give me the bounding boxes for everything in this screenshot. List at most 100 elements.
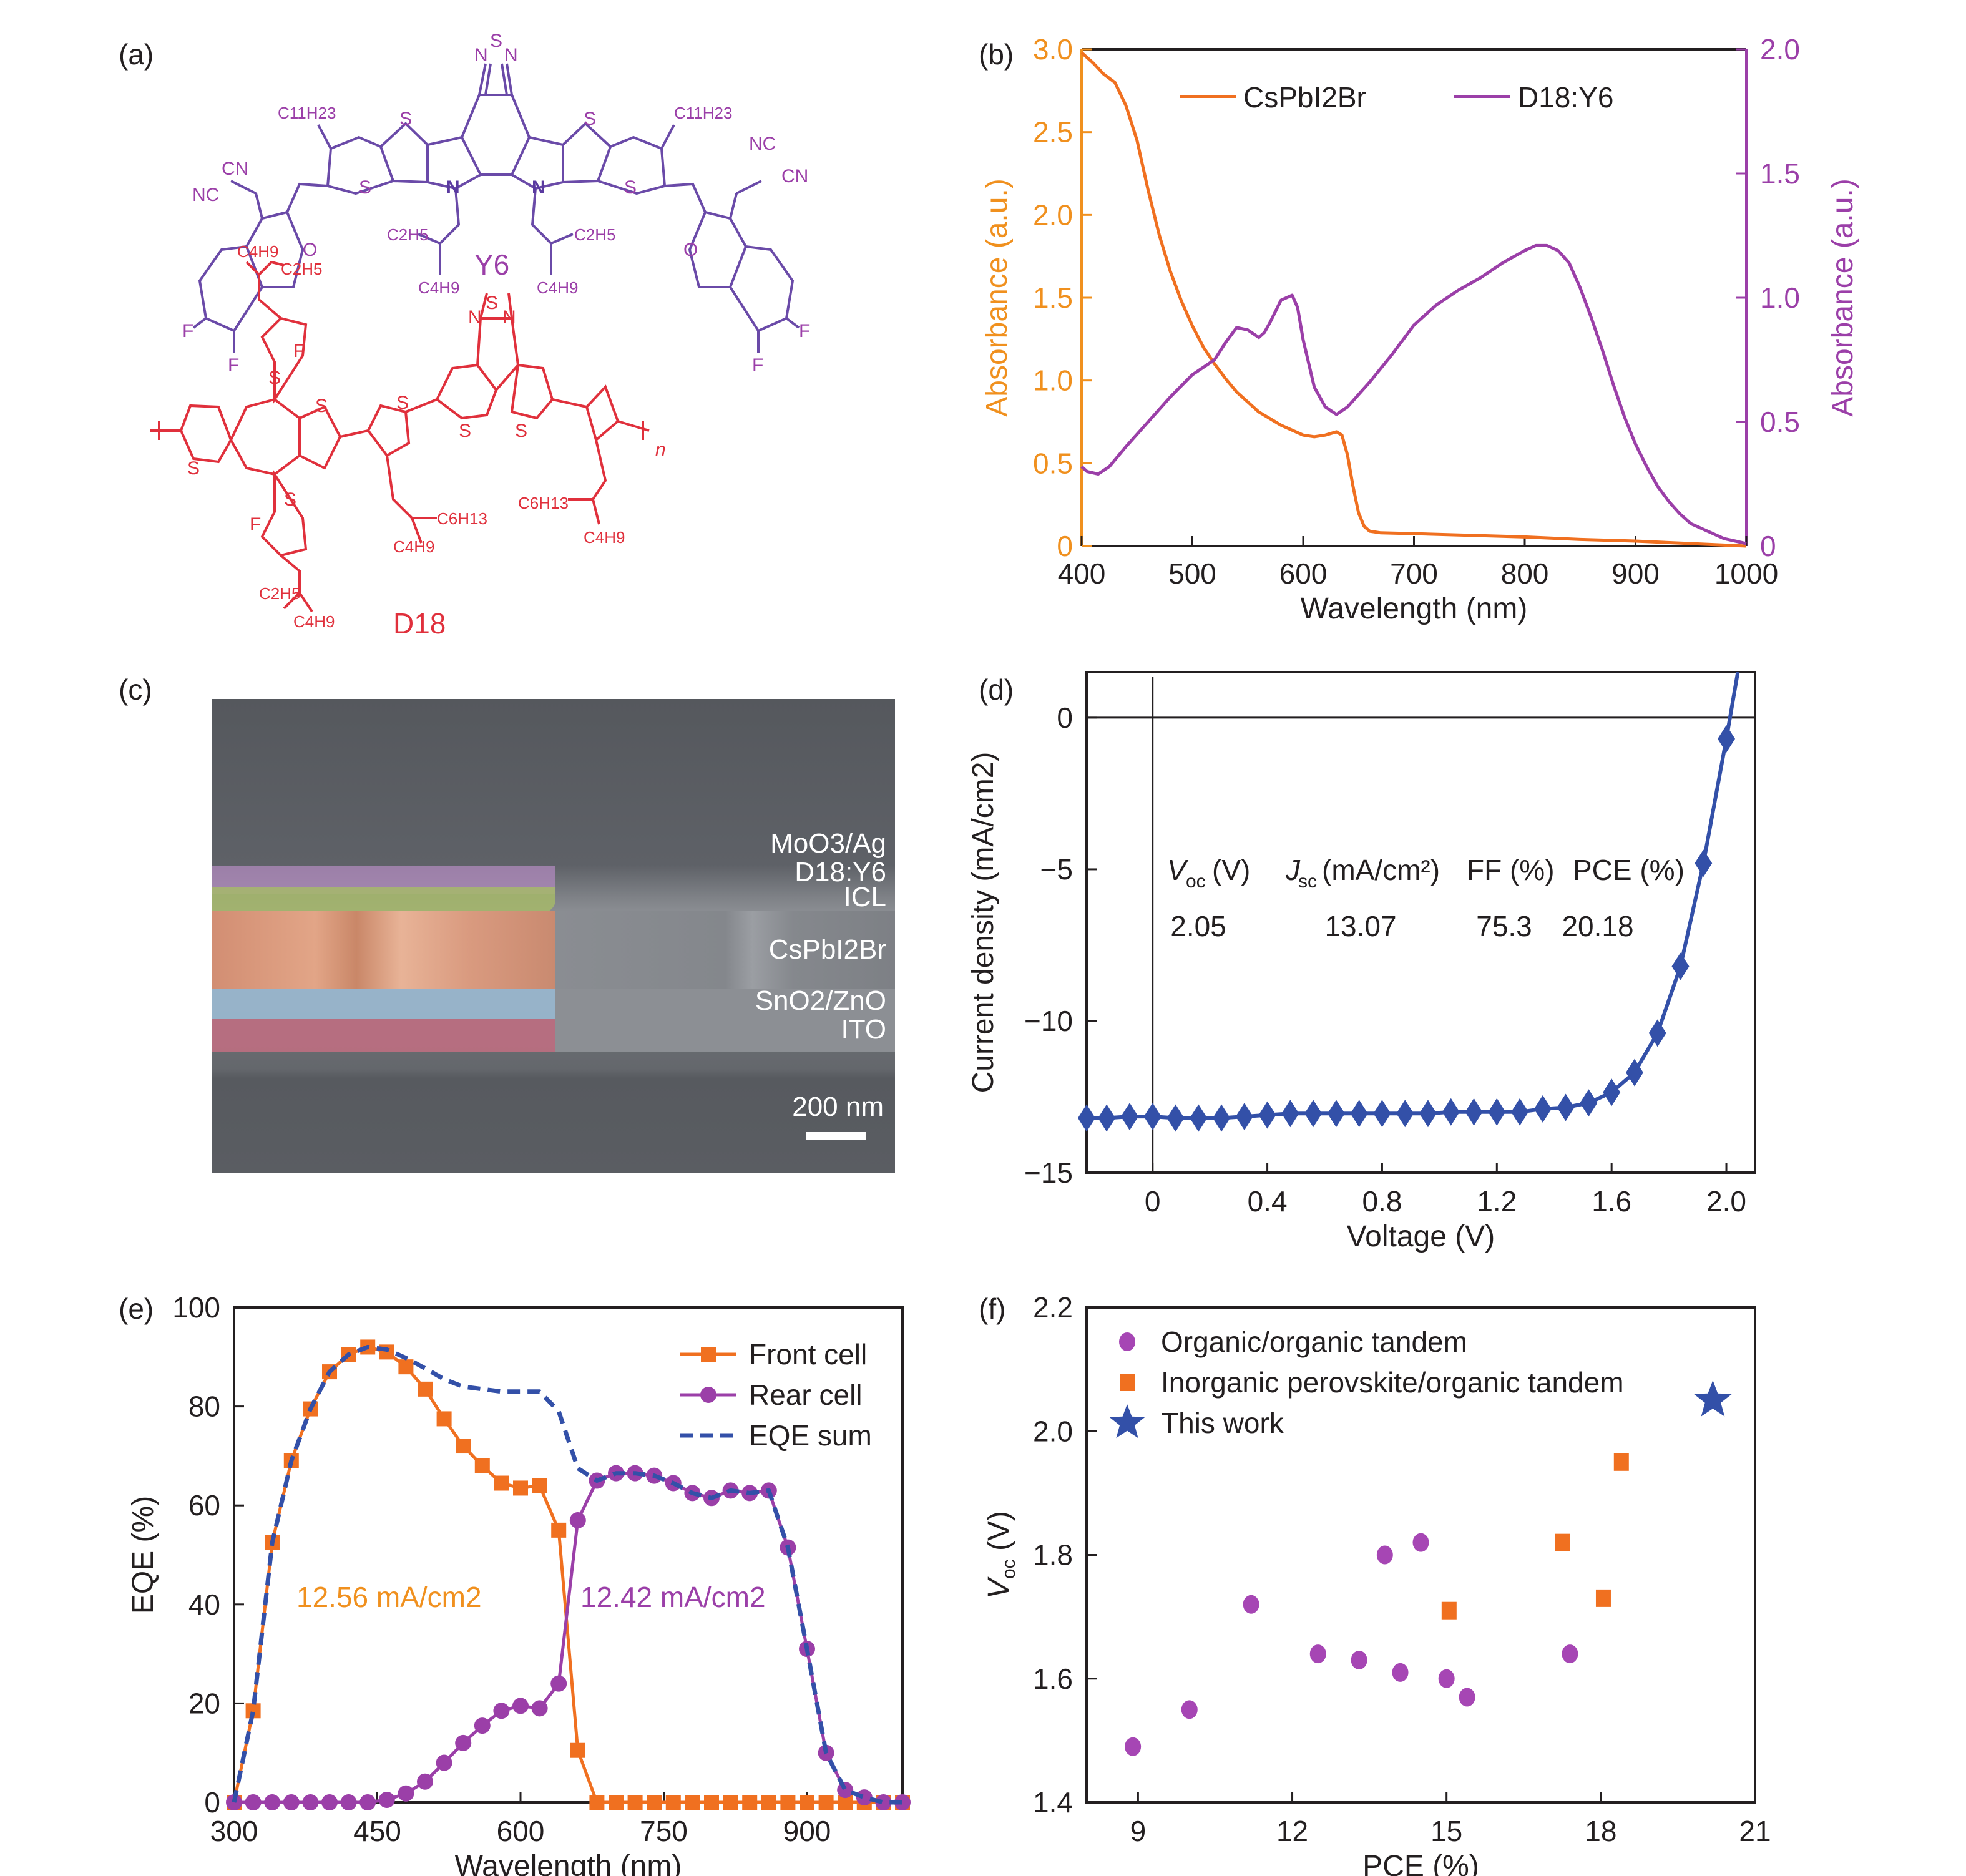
front-cell-point	[551, 1522, 567, 1538]
y-tick-label-right: 0.5	[1760, 406, 1800, 438]
d18-group: C6H13	[437, 509, 487, 528]
y6-atom: F	[752, 355, 763, 376]
panel-label-c: (c)	[119, 673, 152, 706]
table-value: 13.07	[1324, 910, 1396, 942]
sem-layer-ito	[212, 1019, 555, 1052]
chart-voc-vs-pce: 9 12 15 18 21 1.4 1.6 1.8 2.0 2.2 PCE (%) Voc (V) Or…	[982, 1291, 1771, 1876]
annotation-front-jsc: 12.56 mA/cm2	[296, 1581, 482, 1613]
y-tick-label: 1.6	[1033, 1663, 1073, 1695]
y-tick-label: 2.2	[1033, 1291, 1073, 1324]
y-tick-label: −10	[1024, 1005, 1073, 1037]
front-cell-point	[474, 1458, 490, 1473]
front-cell-point	[494, 1475, 509, 1491]
d18-labels: S N N F F S S S S S S S n C4H9 C2H5 C2H5…	[187, 242, 666, 640]
y6-group: CN	[781, 166, 808, 187]
x-tick-label: 18	[1585, 1815, 1616, 1847]
front-cell-point	[570, 1742, 585, 1758]
d18-group: C4H9	[584, 528, 625, 547]
jv-data-point	[1120, 1103, 1138, 1131]
d18-atom: S	[315, 396, 328, 416]
jv-data-point	[1373, 1100, 1391, 1128]
y-tick-label-right: 0	[1760, 530, 1776, 562]
sem-label-cspbi2br: CsPbI2Br	[768, 934, 886, 965]
front-cell-point	[800, 1795, 814, 1810]
y6-atom: F	[799, 321, 810, 341]
y6-atom: N	[532, 177, 545, 198]
x-axis-label: Wavelength (nm)	[455, 1850, 682, 1876]
jv-data-point	[1327, 1100, 1345, 1128]
y6-atom: F	[228, 355, 239, 376]
jv-data-point	[1258, 1101, 1276, 1129]
organic-tandem-point	[1412, 1533, 1429, 1552]
y6-atom: O	[303, 240, 317, 260]
x-tick-label: 800	[1501, 557, 1549, 590]
y-tick-label: 1.8	[1033, 1539, 1073, 1571]
x-axis-label: Wavelength (nm)	[1301, 592, 1528, 625]
y6-group: NC	[749, 134, 776, 154]
legend-label: Organic/organic tandem	[1161, 1326, 1467, 1358]
sem-label-icl: ICL	[843, 882, 886, 912]
this-work-point	[1694, 1380, 1732, 1417]
jv-data-point	[1396, 1100, 1414, 1128]
rear-cell-point	[856, 1789, 873, 1806]
sem-layer-gray-perovskite	[555, 911, 895, 989]
organic-tandem-point	[1562, 1644, 1578, 1664]
front-cell-point	[627, 1795, 643, 1810]
y6-atom: N	[504, 45, 518, 66]
y-tick-label-left: 2.0	[1033, 198, 1073, 231]
table-header-jsc-unit: (mA/cm²)	[1322, 854, 1440, 886]
x-tick-label: 0	[1145, 1185, 1161, 1218]
y6-group: CN	[222, 159, 248, 179]
front-cell-point	[761, 1795, 776, 1810]
y6-group: C4H9	[537, 278, 578, 297]
d18-group: C2H5	[259, 584, 300, 603]
d18-group: C6H13	[518, 494, 569, 512]
legend-label: This work	[1161, 1407, 1284, 1439]
rear-cell-point	[359, 1794, 376, 1810]
y6-group: C2H5	[387, 225, 428, 244]
table-value: 75.3	[1476, 910, 1532, 942]
d18-atom: S	[187, 458, 200, 479]
front-cell-point	[685, 1795, 700, 1810]
d18-atom: N	[502, 307, 516, 328]
rear-cell-point	[378, 1792, 395, 1809]
table-header-ff: FF (%)	[1467, 854, 1555, 886]
sem-label-ito: ITO	[841, 1014, 886, 1045]
x-tick-label: 900	[783, 1815, 831, 1847]
chart-jv-curve: 0 0.4 0.8 1.2 1.6 2.0 −15 −10 −5 0 Voltage (V) Curr…	[967, 671, 1756, 1253]
rear-cell-point	[550, 1675, 567, 1692]
rear-cell-point	[436, 1754, 452, 1771]
y-tick-label: 20	[188, 1687, 220, 1719]
front-cell-point	[436, 1411, 452, 1427]
rear-cell-point	[321, 1794, 338, 1810]
jv-data-point	[1511, 1098, 1529, 1126]
y-tick-label: 60	[188, 1489, 220, 1522]
jv-data-point	[1235, 1103, 1253, 1131]
organic-tandem-point	[1392, 1663, 1409, 1682]
x-tick-label: 750	[640, 1815, 688, 1847]
plot-frame	[233, 1306, 904, 1804]
y-axis-label: Voc (V)	[982, 1511, 1019, 1599]
y-tick-label: 40	[188, 1588, 220, 1621]
d18-structure	[150, 260, 650, 613]
x-tick-label: 0.8	[1362, 1185, 1402, 1218]
series-line-d18y6	[1080, 243, 1747, 545]
x-tick-label: 500	[1168, 557, 1216, 590]
front-cell-point	[704, 1795, 719, 1810]
jv-data-point	[1304, 1100, 1323, 1128]
y-tick-label: 2.0	[1033, 1415, 1073, 1447]
y6-atom: N	[474, 45, 488, 66]
chart-absorbance: 400 500 600 700 800 900 100000.51.01.52.02.53.…	[981, 33, 1859, 625]
jv-data-point	[1671, 952, 1690, 980]
jv-data-point	[1190, 1104, 1208, 1132]
front-cell-point	[742, 1795, 758, 1810]
jv-data-point	[1078, 1104, 1095, 1132]
front-cell-point	[665, 1795, 681, 1810]
sem-layer-cspbi2br	[212, 911, 555, 989]
jv-curve-line	[1087, 672, 1740, 1120]
perovskite-tandem-point	[1441, 1601, 1457, 1620]
d18-atom: S	[396, 393, 409, 413]
d18-atom: S	[515, 421, 527, 441]
y6-atom: S	[624, 177, 637, 198]
x-axis-label: Voltage (V)	[1347, 1220, 1495, 1253]
